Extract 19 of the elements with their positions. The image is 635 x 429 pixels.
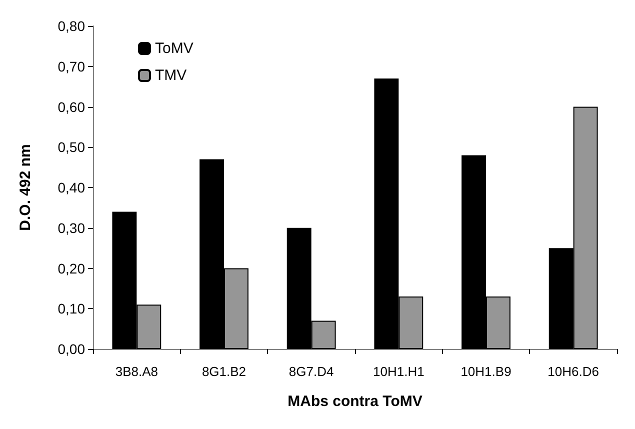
y-tick-label: 0,50	[58, 139, 86, 156]
x-tick-label: 10H1.B9	[460, 364, 512, 379]
y-tick-label: 0,20	[58, 260, 86, 276]
x-tick-label: 8G7.D4	[288, 364, 334, 379]
x-tick-label: 10H1.H1	[373, 364, 424, 379]
x-tick-label: 8G1.B2	[202, 364, 246, 379]
y-tick-label: 0,80	[58, 18, 86, 34]
x-tick-label: 3B8.A8	[115, 364, 158, 379]
y-tick-label: 0,10	[58, 300, 86, 317]
y-tick-label: 0,00	[58, 341, 86, 357]
x-axis-title: MAbs contra ToMV	[288, 393, 422, 410]
y-axis-title: D.O. 492 nm	[17, 144, 34, 231]
x-tick-label: 10H6.D6	[548, 364, 599, 379]
y-tick-label: 0,40	[58, 180, 86, 196]
legend-label: ToMV	[155, 40, 194, 57]
y-tick-label: 0,70	[58, 58, 86, 74]
legend-label: TMV	[155, 67, 187, 84]
y-tick-label: 0,60	[58, 98, 86, 115]
y-tick-label: 0,30	[58, 220, 86, 236]
